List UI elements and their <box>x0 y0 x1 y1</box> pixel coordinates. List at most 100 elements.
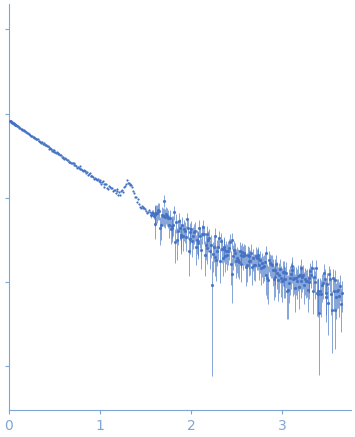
Point <box>119 187 125 194</box>
Point <box>66 158 72 165</box>
Point <box>18 125 24 132</box>
Point <box>89 173 95 180</box>
Point <box>94 177 100 184</box>
Point <box>143 208 149 215</box>
Point <box>142 206 148 213</box>
Point <box>113 189 119 196</box>
Point <box>10 120 16 127</box>
Point <box>136 200 142 207</box>
Point <box>98 181 104 188</box>
Point <box>61 154 66 161</box>
Point <box>132 194 138 201</box>
Point <box>8 118 14 125</box>
Point <box>70 160 76 167</box>
Point <box>26 130 32 137</box>
Point <box>85 171 91 178</box>
Point <box>114 185 119 192</box>
Point <box>103 181 108 188</box>
Point <box>65 157 71 164</box>
Point <box>99 179 104 186</box>
Point <box>36 138 42 145</box>
Point <box>74 164 80 171</box>
Point <box>13 121 19 128</box>
Point <box>28 132 34 139</box>
Point <box>88 173 93 180</box>
Point <box>30 133 36 140</box>
Point <box>108 184 114 191</box>
Point <box>51 147 57 154</box>
Point <box>11 120 17 127</box>
Point <box>135 195 141 202</box>
Point <box>95 176 101 183</box>
Point <box>134 199 140 206</box>
Point <box>133 194 139 201</box>
Point <box>79 166 85 173</box>
Point <box>11 120 16 127</box>
Point <box>44 143 50 150</box>
Point <box>31 134 37 141</box>
Point <box>87 170 93 177</box>
Point <box>9 118 15 125</box>
Point <box>13 121 18 128</box>
Point <box>62 155 68 162</box>
Point <box>8 118 13 125</box>
Point <box>67 159 73 166</box>
Point <box>118 188 124 195</box>
Point <box>29 133 35 140</box>
Point <box>77 165 83 172</box>
Point <box>12 121 17 128</box>
Point <box>8 118 13 125</box>
Point <box>57 152 63 159</box>
Point <box>12 121 17 128</box>
Point <box>24 129 29 136</box>
Point <box>12 121 18 128</box>
Point <box>145 208 151 215</box>
Point <box>69 160 75 167</box>
Point <box>92 174 98 181</box>
Point <box>7 117 12 124</box>
Point <box>116 188 122 195</box>
Point <box>10 120 16 127</box>
Point <box>115 188 120 195</box>
Point <box>51 148 57 155</box>
Point <box>23 128 29 135</box>
Point <box>84 169 90 176</box>
Point <box>33 135 39 142</box>
Point <box>147 208 153 215</box>
Point <box>90 174 96 181</box>
Point <box>56 151 61 158</box>
Point <box>12 121 18 128</box>
Point <box>56 151 62 158</box>
Point <box>27 131 32 138</box>
Point <box>86 170 92 177</box>
Point <box>100 177 105 184</box>
Point <box>42 142 48 149</box>
Point <box>61 156 67 163</box>
Point <box>59 153 65 160</box>
Point <box>105 186 111 193</box>
Point <box>127 180 132 187</box>
Point <box>51 147 56 154</box>
Point <box>20 127 26 134</box>
Point <box>122 183 128 190</box>
Point <box>15 123 21 130</box>
Point <box>63 156 69 163</box>
Point <box>52 149 58 156</box>
Point <box>43 142 49 149</box>
Point <box>76 164 82 171</box>
Point <box>16 124 22 131</box>
Point <box>144 210 150 217</box>
Point <box>39 139 44 146</box>
Point <box>115 191 121 198</box>
Point <box>138 205 143 212</box>
Point <box>126 180 131 187</box>
Point <box>66 159 71 166</box>
Point <box>44 141 49 148</box>
Point <box>38 139 44 146</box>
Point <box>71 160 76 166</box>
Point <box>97 177 103 184</box>
Point <box>48 146 54 153</box>
Point <box>124 177 130 184</box>
Point <box>11 120 16 127</box>
Point <box>88 173 94 180</box>
